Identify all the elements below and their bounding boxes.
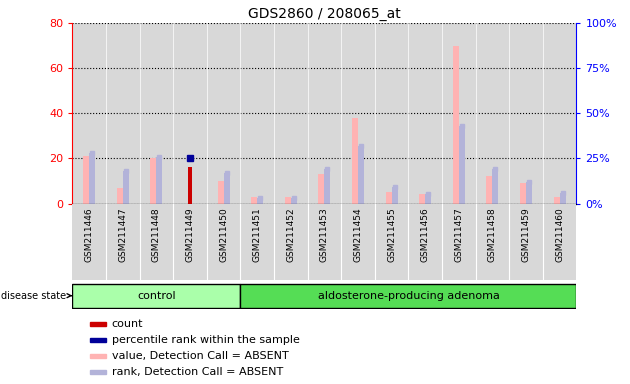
Bar xyxy=(117,188,123,204)
Bar xyxy=(392,187,398,204)
Bar xyxy=(140,204,173,280)
Bar xyxy=(554,197,559,204)
Bar xyxy=(509,204,543,280)
Bar xyxy=(419,195,425,204)
Bar xyxy=(341,204,375,280)
Text: GSM211454: GSM211454 xyxy=(353,207,362,262)
Bar xyxy=(509,23,543,204)
Bar xyxy=(486,177,493,204)
Bar xyxy=(241,204,274,280)
Bar xyxy=(90,354,106,358)
Title: GDS2860 / 208065_at: GDS2860 / 208065_at xyxy=(248,7,401,21)
Bar xyxy=(241,23,274,204)
Bar xyxy=(188,167,192,204)
Bar xyxy=(307,204,341,280)
Bar xyxy=(352,118,358,204)
Text: GSM211458: GSM211458 xyxy=(488,207,497,262)
Bar xyxy=(375,204,408,280)
Text: aldosterone-producing adenoma: aldosterone-producing adenoma xyxy=(318,291,500,301)
Bar xyxy=(442,23,476,204)
Text: GSM211450: GSM211450 xyxy=(219,207,228,262)
Bar xyxy=(251,197,257,204)
Bar xyxy=(453,46,459,204)
Bar xyxy=(520,183,526,204)
Bar xyxy=(476,23,509,204)
Bar xyxy=(559,193,566,204)
Text: GSM211455: GSM211455 xyxy=(387,207,396,262)
Bar xyxy=(72,23,106,204)
Bar xyxy=(90,322,106,326)
Bar xyxy=(72,204,106,280)
Bar xyxy=(408,204,442,280)
Bar xyxy=(217,181,224,204)
Text: GSM211460: GSM211460 xyxy=(555,207,564,262)
Text: GSM211447: GSM211447 xyxy=(118,207,127,262)
Bar xyxy=(459,126,465,204)
Bar xyxy=(156,157,163,204)
Bar xyxy=(173,204,207,280)
Text: GSM211459: GSM211459 xyxy=(522,207,530,262)
Bar xyxy=(307,23,341,204)
Bar xyxy=(375,23,408,204)
Text: count: count xyxy=(112,319,143,329)
Bar xyxy=(285,197,291,204)
Text: GSM211446: GSM211446 xyxy=(85,207,94,262)
Bar xyxy=(83,156,89,204)
Bar xyxy=(543,204,576,280)
Bar xyxy=(106,23,140,204)
Bar xyxy=(543,23,576,204)
Bar xyxy=(408,23,442,204)
Bar xyxy=(89,153,95,204)
Bar xyxy=(151,159,156,204)
Bar xyxy=(425,195,432,204)
Text: disease state: disease state xyxy=(1,291,72,301)
Bar xyxy=(386,192,392,204)
Bar xyxy=(90,338,106,342)
Bar xyxy=(241,283,576,308)
Text: rank, Detection Call = ABSENT: rank, Detection Call = ABSENT xyxy=(112,367,283,377)
Text: GSM211448: GSM211448 xyxy=(152,207,161,262)
Bar xyxy=(72,283,241,308)
Bar xyxy=(173,23,207,204)
Bar xyxy=(106,204,140,280)
Bar xyxy=(274,23,307,204)
Text: GSM211452: GSM211452 xyxy=(287,207,295,262)
Bar xyxy=(341,23,375,204)
Text: value, Detection Call = ABSENT: value, Detection Call = ABSENT xyxy=(112,351,289,361)
Bar xyxy=(358,146,364,204)
Text: GSM211456: GSM211456 xyxy=(421,207,430,262)
Text: percentile rank within the sample: percentile rank within the sample xyxy=(112,335,299,345)
Text: GSM211457: GSM211457 xyxy=(454,207,463,262)
Bar xyxy=(324,169,331,204)
Bar xyxy=(90,370,106,374)
Bar xyxy=(123,171,129,204)
Bar xyxy=(291,198,297,204)
Text: control: control xyxy=(137,291,176,301)
Text: GSM211451: GSM211451 xyxy=(253,207,261,262)
Bar xyxy=(318,174,324,204)
Bar xyxy=(207,204,241,280)
Bar xyxy=(257,198,263,204)
Bar xyxy=(274,204,307,280)
Text: GSM211449: GSM211449 xyxy=(186,207,195,262)
Bar xyxy=(224,173,230,204)
Bar xyxy=(442,204,476,280)
Bar xyxy=(476,204,509,280)
Bar xyxy=(493,169,498,204)
Bar xyxy=(207,23,241,204)
Bar xyxy=(526,182,532,204)
Bar xyxy=(140,23,173,204)
Text: GSM211453: GSM211453 xyxy=(320,207,329,262)
